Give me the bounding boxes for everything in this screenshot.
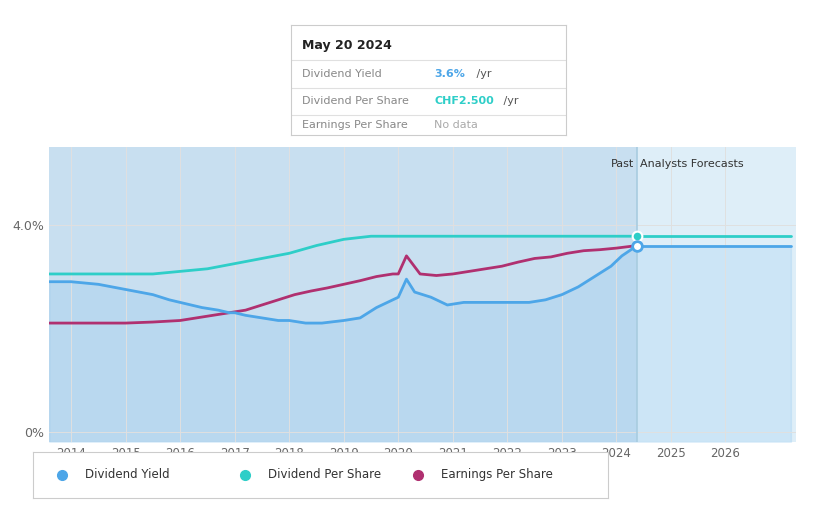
Text: Earnings Per Share: Earnings Per Share (441, 468, 553, 482)
Text: Dividend Yield: Dividend Yield (85, 468, 169, 482)
Bar (49, 147, 637, 442)
Text: Dividend Per Share: Dividend Per Share (302, 97, 410, 106)
Text: Earnings Per Share: Earnings Per Share (302, 120, 408, 130)
Bar (637, 147, 796, 442)
Text: 3.6%: 3.6% (434, 69, 466, 79)
Text: /yr: /yr (501, 97, 519, 106)
Text: Analysts Forecasts: Analysts Forecasts (640, 158, 744, 169)
Text: May 20 2024: May 20 2024 (302, 39, 392, 51)
Text: Dividend Yield: Dividend Yield (302, 69, 383, 79)
Text: Past: Past (611, 158, 635, 169)
Text: CHF2.500: CHF2.500 (434, 97, 494, 106)
Text: No data: No data (434, 120, 479, 130)
Text: Dividend Per Share: Dividend Per Share (268, 468, 382, 482)
Text: /yr: /yr (473, 69, 492, 79)
